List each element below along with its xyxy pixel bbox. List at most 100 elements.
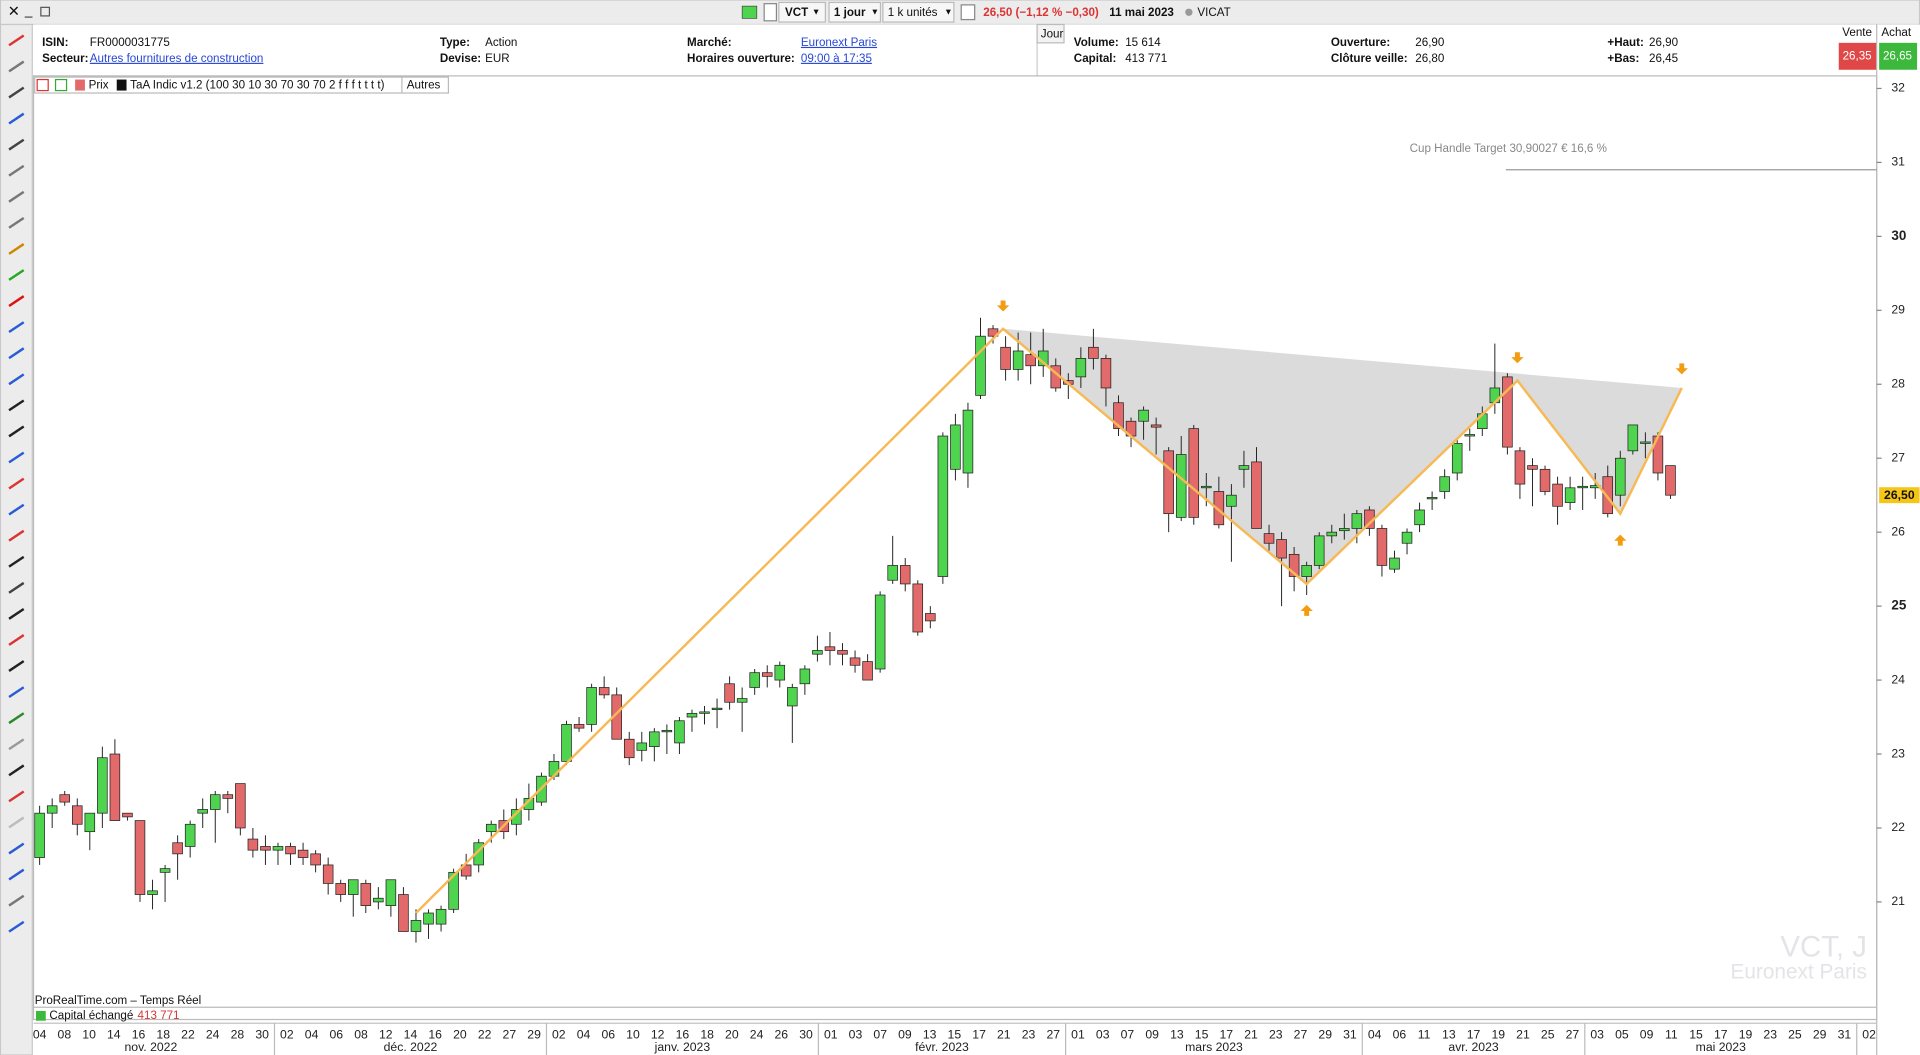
info-icon[interactable]: [960, 4, 976, 21]
candle-body: [59, 794, 70, 803]
last-price-tag: [1879, 487, 1920, 504]
units-box[interactable]: [882, 1, 955, 23]
candle-body: [373, 897, 384, 903]
candle-body: [1263, 533, 1275, 544]
candle-body: [862, 661, 873, 681]
field-link[interactable]: 09:00 à 17:35: [801, 52, 872, 65]
x-tick-label: 17: [1714, 1028, 1728, 1042]
symbol-box[interactable]: [778, 1, 826, 23]
x-tick-label: 27: [1566, 1028, 1580, 1042]
down-arrow: [996, 300, 1010, 312]
x-tick-label: 20: [725, 1028, 739, 1042]
x-tick-label: 22: [181, 1028, 195, 1042]
x-tick-label: 16: [676, 1028, 690, 1042]
legend-others[interactable]: Autres: [407, 79, 441, 92]
x-tick-label: 29: [1318, 1028, 1332, 1042]
price-swatch: [75, 79, 85, 91]
period-box[interactable]: [828, 1, 882, 23]
legend-price[interactable]: Prix: [89, 79, 109, 92]
candle-body: [1376, 528, 1388, 566]
field-value: 26,45: [1649, 52, 1678, 65]
x-tick-label: 08: [354, 1028, 368, 1042]
field-link[interactable]: Autres fournitures de construction: [90, 52, 264, 65]
tool-icon: [8, 34, 25, 47]
candle-body: [1527, 465, 1538, 470]
field-label: Capital:: [1074, 52, 1117, 65]
tool-icon: [8, 738, 25, 751]
drawing-tools: [8, 34, 25, 933]
y-tick-label: 28: [1891, 376, 1905, 390]
x-tick-label: 25: [1788, 1028, 1802, 1042]
dropdown-arrow: ▼: [812, 7, 820, 17]
tool-icon: [8, 607, 25, 620]
field-label: +Haut:: [1607, 36, 1643, 49]
sell-price[interactable]: 26,35: [1843, 49, 1872, 62]
remove-icon[interactable]: [36, 78, 49, 92]
legend-indicator[interactable]: TaA Indic v1.2 (100 30 10 30 70 30 70 2 …: [130, 79, 384, 92]
x-tick-label: 11: [1418, 1028, 1431, 1042]
close-button[interactable]: ✕: [8, 4, 20, 20]
x-tick-label: 06: [601, 1028, 615, 1042]
field-value: FR0000031775: [90, 36, 170, 49]
x-tick-label: 15: [1195, 1028, 1209, 1042]
maximize-button[interactable]: [40, 6, 51, 17]
x-tick-label: 31: [1343, 1028, 1357, 1042]
pattern-line: [415, 327, 1683, 914]
minimize-button[interactable]: _: [24, 3, 33, 18]
tool-icon: [8, 894, 25, 907]
candle-body: [899, 565, 911, 585]
units[interactable]: 1 k unités: [888, 6, 938, 19]
top-toolbar: [0, 0, 1920, 26]
candle-body: [1000, 346, 1011, 370]
legend-box: [34, 76, 450, 94]
candle-body: [724, 683, 735, 703]
symbol[interactable]: VCT: [785, 6, 808, 19]
candle-body: [222, 794, 234, 799]
candle-body: [1414, 509, 1425, 526]
buy-label: Achat: [1881, 26, 1911, 39]
down-arrow: [1675, 363, 1688, 375]
candle-body: [774, 664, 786, 681]
candle-body: [398, 894, 409, 932]
candle-body: [1025, 354, 1036, 367]
candle-body: [335, 883, 346, 895]
lock-icon[interactable]: [763, 3, 778, 22]
x-tick-label: 28: [231, 1028, 245, 1042]
candle-body: [72, 805, 83, 825]
period[interactable]: 1 jour: [834, 6, 866, 19]
add-icon[interactable]: [54, 78, 68, 92]
candle-body: [1514, 450, 1526, 485]
tool-icon: [8, 373, 25, 386]
y-tick-label: 26: [1891, 524, 1905, 538]
x-tick-label: 10: [626, 1028, 640, 1042]
field-value: 413 771: [1125, 52, 1167, 65]
period-tab-label[interactable]: Jour: [1041, 27, 1064, 40]
x-tick-label: 18: [156, 1028, 170, 1042]
tool-icon: [8, 816, 25, 829]
buy-price[interactable]: 26,65: [1883, 49, 1912, 62]
candle-body: [674, 720, 685, 744]
candle-body: [1251, 461, 1262, 529]
candle-body: [1539, 468, 1551, 492]
candle-body: [849, 657, 861, 666]
candle-body: [623, 738, 635, 759]
target-label: Cup Handle Target 30,90027 € 16,6 %: [1410, 142, 1607, 155]
candle-body: [172, 842, 183, 855]
field-link[interactable]: Euronext Paris: [801, 36, 877, 49]
candle-body: [1351, 513, 1363, 529]
period-tab[interactable]: [1036, 23, 1065, 44]
capital-value: 413 771: [138, 1009, 180, 1022]
sell-button[interactable]: [1838, 42, 1877, 70]
field-label: +Bas:: [1607, 52, 1639, 65]
candle-body: [1326, 531, 1338, 537]
chart-type-icon[interactable]: [741, 5, 758, 19]
candle-body: [837, 650, 848, 655]
candle-body: [736, 698, 748, 703]
candle-body: [1163, 450, 1174, 515]
buy-button[interactable]: [1879, 42, 1918, 70]
candle-body: [385, 879, 397, 906]
y-tick-label: 30: [1891, 228, 1906, 243]
candle-body: [297, 849, 309, 858]
x-tick-label: 12: [379, 1028, 393, 1042]
watermark-market: Euronext Paris: [1731, 960, 1867, 983]
